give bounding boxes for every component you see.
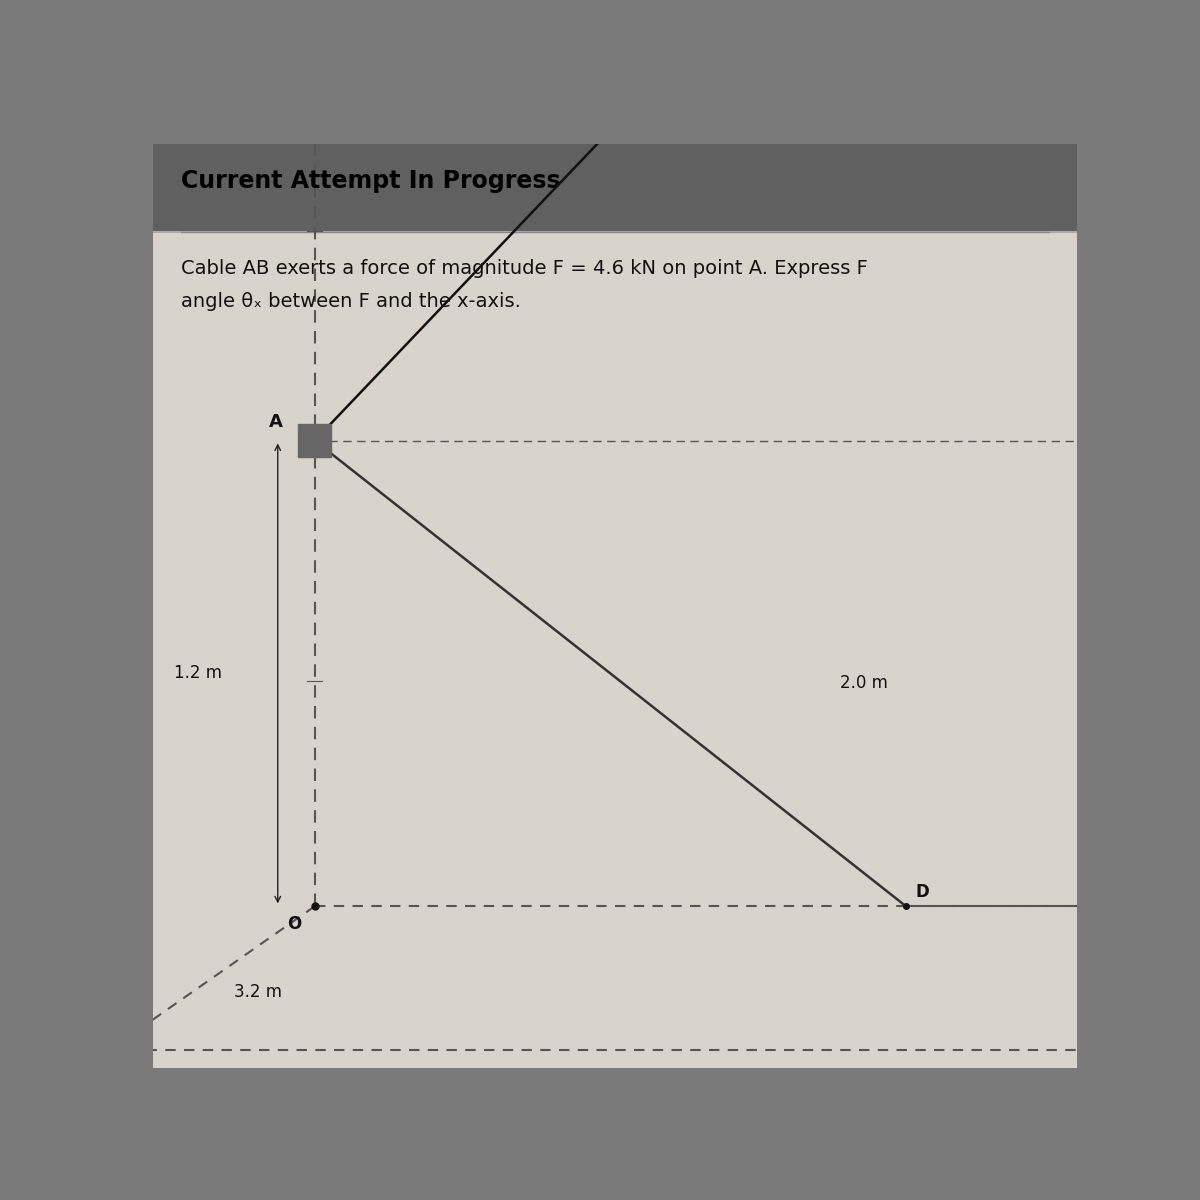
Text: A: A <box>269 413 282 431</box>
Text: O: O <box>287 916 301 934</box>
Text: D: D <box>916 883 929 901</box>
Text: Current Attempt In Progress: Current Attempt In Progress <box>181 169 560 193</box>
Bar <box>154 144 1078 232</box>
Text: 2.0 m: 2.0 m <box>840 673 888 691</box>
Bar <box>298 424 331 457</box>
Text: 3.2 m: 3.2 m <box>234 983 282 1001</box>
Text: Cable AB exerts a force of magnitude F = 4.6 kN on point A. Express F: Cable AB exerts a force of magnitude F =… <box>181 259 868 278</box>
Text: angle θₓ between F and the x-axis.: angle θₓ between F and the x-axis. <box>181 292 521 311</box>
Text: 1.2 m: 1.2 m <box>174 665 222 683</box>
